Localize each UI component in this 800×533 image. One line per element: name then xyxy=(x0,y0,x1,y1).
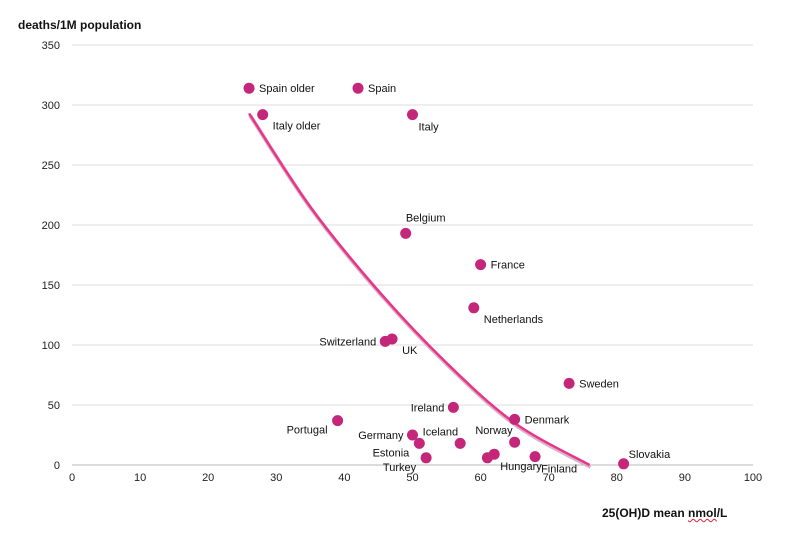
point-label: Portugal xyxy=(287,425,328,437)
point-label: France xyxy=(491,260,525,272)
data-point xyxy=(563,377,575,389)
x-tick-label: 10 xyxy=(134,472,146,484)
gridlines xyxy=(72,44,753,466)
point-label: Slovakia xyxy=(629,449,671,461)
data-point xyxy=(400,227,412,239)
trend-line xyxy=(248,112,591,467)
point-label: Finland xyxy=(541,464,577,476)
point-label: UK xyxy=(402,345,418,357)
x-axis-label-part: 25(OH)D mean xyxy=(602,506,689,520)
x-tick-label: 100 xyxy=(744,472,762,484)
x-axis-label-suffix: /L xyxy=(716,506,728,520)
point-label: Italy xyxy=(419,122,440,134)
y-tick-label: 250 xyxy=(42,160,60,172)
data-point xyxy=(475,259,487,271)
point-label: Sweden xyxy=(579,378,619,390)
x-tick-label: 70 xyxy=(543,472,555,484)
data-point xyxy=(468,302,480,314)
data-point xyxy=(509,413,521,425)
y-tick-label: 200 xyxy=(42,220,60,232)
x-tick-label: 80 xyxy=(611,472,623,484)
data-point xyxy=(257,109,269,121)
data-point xyxy=(420,452,432,464)
y-axis-label: deaths/1M population xyxy=(18,18,142,32)
point-label: Estonia xyxy=(373,447,411,459)
point-label: Germany xyxy=(358,430,404,442)
y-tick-label: 150 xyxy=(42,280,60,292)
x-tick-label: 40 xyxy=(338,472,350,484)
x-tick-label: 60 xyxy=(474,472,486,484)
data-point xyxy=(454,437,466,449)
x-tick-label: 30 xyxy=(270,472,282,484)
data-point xyxy=(509,436,521,448)
data-point xyxy=(332,415,344,427)
y-tick-label: 0 xyxy=(54,460,60,472)
x-axis-label-unit: nmol xyxy=(688,506,717,520)
trend-curve xyxy=(248,112,592,469)
y-tick-label: 350 xyxy=(42,40,60,52)
y-tick-labels: 0 50 100 150 200 250 300 350 xyxy=(42,40,60,472)
data-point xyxy=(413,437,425,449)
data-point xyxy=(386,333,398,345)
x-tick-label: 90 xyxy=(679,472,691,484)
y-tick-label: 300 xyxy=(42,100,60,112)
point-label: Denmark xyxy=(525,414,570,426)
point-label: Spain older xyxy=(259,83,315,95)
point-label: Netherlands xyxy=(484,314,544,326)
x-tick-labels: 0 10 20 30 40 50 60 70 80 90 100 xyxy=(69,472,762,484)
data-point xyxy=(481,452,493,464)
data-point xyxy=(618,458,630,470)
data-point xyxy=(407,109,418,121)
point-label: Belgium xyxy=(406,212,446,224)
data-point xyxy=(243,82,255,94)
y-tick-label: 100 xyxy=(42,340,60,352)
point-label: Spain xyxy=(368,83,396,95)
data-points xyxy=(243,82,630,470)
point-label: Switzerland xyxy=(319,336,376,348)
x-tick-label: 0 xyxy=(69,472,75,484)
x-tick-label: 50 xyxy=(406,472,418,484)
point-label: Italy older xyxy=(273,121,321,133)
point-label: Norway xyxy=(475,425,513,437)
point-label: Ireland xyxy=(411,402,445,414)
point-label: Iceland xyxy=(423,426,458,438)
point-label: Hungary xyxy=(500,461,542,473)
x-axis-label: 25(OH)D mean nmol/L xyxy=(602,506,727,520)
data-point xyxy=(407,429,418,441)
data-point xyxy=(352,82,364,94)
point-label: Turkey xyxy=(383,462,417,474)
data-point xyxy=(447,401,459,413)
x-tick-label: 20 xyxy=(202,472,214,484)
data-point xyxy=(529,451,541,463)
point-labels: Spain older Spain Italy older Italy Belgium F… xyxy=(259,83,671,475)
y-tick-label: 50 xyxy=(48,400,60,412)
